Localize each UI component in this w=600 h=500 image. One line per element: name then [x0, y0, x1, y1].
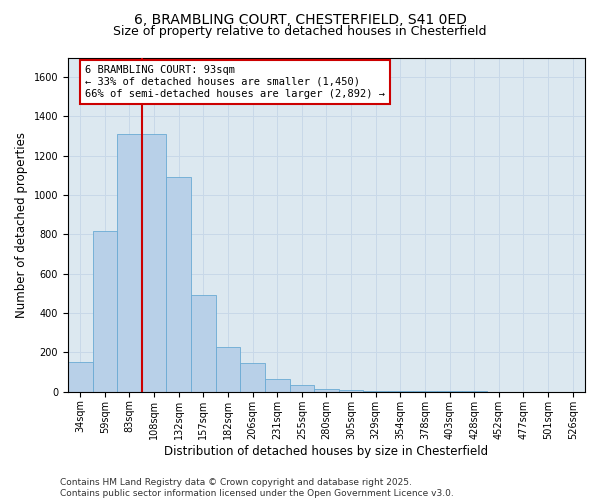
Text: 6 BRAMBLING COURT: 93sqm
← 33% of detached houses are smaller (1,450)
66% of sem: 6 BRAMBLING COURT: 93sqm ← 33% of detach… [85, 66, 385, 98]
Bar [240, 364, 265, 392]
X-axis label: Distribution of detached houses by size in Chesterfield: Distribution of detached houses by size … [164, 444, 488, 458]
Bar [265, 379, 290, 392]
Bar [92, 230, 117, 392]
Bar [314, 389, 339, 392]
Bar [290, 385, 314, 392]
Text: 6, BRAMBLING COURT, CHESTERFIELD, S41 0ED: 6, BRAMBLING COURT, CHESTERFIELD, S41 0E… [134, 12, 466, 26]
Bar [191, 296, 215, 392]
Bar [364, 391, 388, 392]
Bar [215, 346, 240, 392]
Bar [166, 178, 191, 392]
Bar [142, 134, 166, 392]
Bar [388, 391, 413, 392]
Text: Contains HM Land Registry data © Crown copyright and database right 2025.
Contai: Contains HM Land Registry data © Crown c… [60, 478, 454, 498]
Bar [117, 134, 142, 392]
Bar [339, 390, 364, 392]
Bar [413, 391, 437, 392]
Text: Size of property relative to detached houses in Chesterfield: Size of property relative to detached ho… [113, 25, 487, 38]
Bar [68, 362, 92, 392]
Y-axis label: Number of detached properties: Number of detached properties [15, 132, 28, 318]
